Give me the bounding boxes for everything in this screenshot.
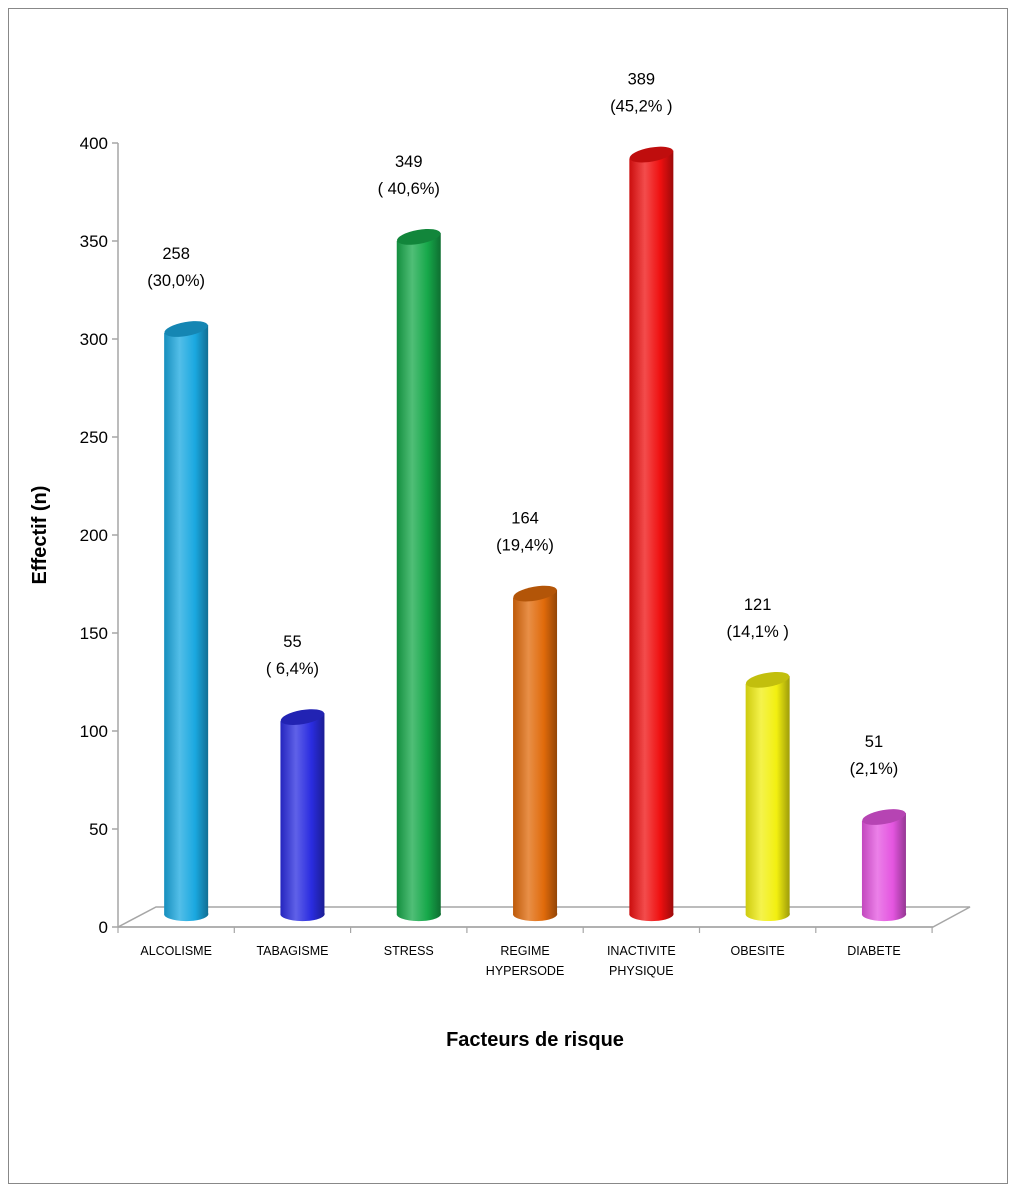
y-tick-label: 400 (80, 134, 108, 153)
bar-body (745, 675, 790, 922)
data-label: (45,2% ) (610, 98, 672, 116)
category-label: HYPERSODE (486, 964, 565, 978)
y-tick-label: 250 (80, 428, 108, 447)
category-label: DIABETE (847, 944, 901, 958)
bar-top (164, 321, 208, 337)
category-label: REGIME (500, 944, 549, 958)
y-axis-title: Effectif (n) (29, 486, 51, 585)
bar-body (164, 325, 209, 922)
y-tick-label: 300 (80, 330, 108, 349)
data-label: 55 (283, 633, 301, 651)
bar (280, 709, 325, 922)
data-label: ( 6,4%) (266, 660, 319, 678)
bar (861, 809, 907, 922)
y-axis-ticks: 0 50 100 150 200 250 300 350 400 (80, 134, 933, 937)
data-label: 164 (511, 510, 539, 528)
category-label: OBESITE (731, 944, 785, 958)
y-tick-label: 0 (99, 918, 108, 937)
bar-top (862, 809, 906, 825)
bar (745, 671, 790, 922)
bar-top (513, 585, 557, 602)
y-tick-label: 150 (80, 624, 108, 643)
bar-body (513, 589, 558, 922)
data-label: 258 (162, 245, 190, 263)
category-label: STRESS (384, 944, 434, 958)
bar-body (396, 232, 441, 922)
data-label: (19,4%) (496, 537, 554, 555)
data-label: ( 40,6%) (378, 180, 440, 198)
bar-top (745, 671, 790, 688)
y-tick-label: 200 (80, 526, 108, 545)
x-axis-title: Facteurs de risque (446, 1029, 624, 1051)
y-tick-label: 50 (89, 820, 108, 839)
data-label: 389 (628, 71, 656, 89)
bar-body (861, 813, 907, 922)
y-tick-label: 350 (80, 232, 108, 251)
bar-top (629, 146, 674, 163)
data-label: 349 (395, 153, 423, 171)
data-label: (14,1% ) (726, 623, 788, 641)
category-label: INACTIVITE (607, 944, 676, 958)
bar-body (280, 713, 325, 922)
category-labels: ALCOLISME TABAGISME STRESS REGIME HYPERSODE I… (140, 944, 900, 978)
bar-top (280, 709, 325, 725)
bar (513, 585, 558, 922)
data-label: 121 (744, 596, 772, 614)
data-label: (30,0%) (147, 272, 205, 290)
category-label: PHYSIQUE (609, 964, 674, 978)
bars (164, 146, 907, 922)
bar (164, 321, 209, 922)
data-labels: 258 (30,0%) 55 ( 6,4%) 349 ( 40,6%) 164 (19,4%)… (147, 71, 898, 778)
data-label: (2,1%) (850, 760, 899, 778)
bar-top (397, 228, 441, 245)
category-label: ALCOLISME (140, 944, 212, 958)
bar-body (629, 150, 674, 922)
y-tick-label: 100 (80, 722, 108, 741)
bar (629, 146, 674, 922)
bar (396, 228, 441, 922)
category-label: TABAGISME (256, 944, 328, 958)
data-label: 51 (865, 733, 883, 751)
